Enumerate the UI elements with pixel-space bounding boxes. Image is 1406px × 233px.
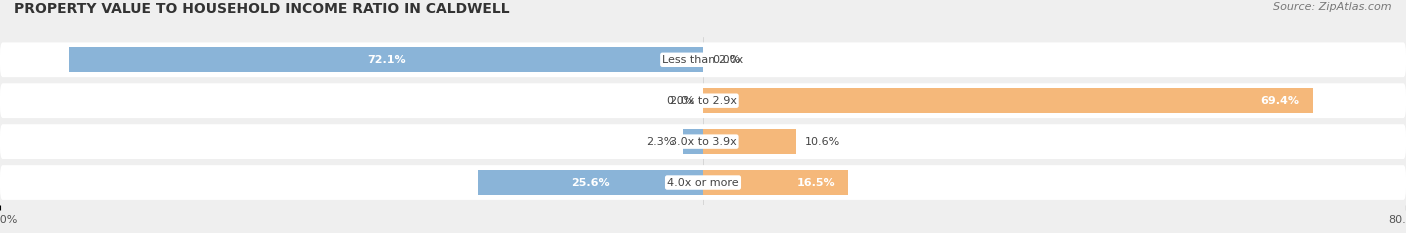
Text: 0.0%: 0.0% xyxy=(666,96,695,106)
Text: 69.4%: 69.4% xyxy=(1261,96,1299,106)
Text: 3.0x to 3.9x: 3.0x to 3.9x xyxy=(669,137,737,147)
Text: 2.3%: 2.3% xyxy=(645,137,673,147)
FancyBboxPatch shape xyxy=(0,42,1406,77)
Text: 72.1%: 72.1% xyxy=(367,55,405,65)
Text: 16.5%: 16.5% xyxy=(796,178,835,188)
Text: 0.0%: 0.0% xyxy=(711,55,740,65)
Bar xyxy=(69,47,703,72)
Bar xyxy=(703,129,796,154)
Text: Source: ZipAtlas.com: Source: ZipAtlas.com xyxy=(1274,2,1392,12)
Text: 2.0x to 2.9x: 2.0x to 2.9x xyxy=(669,96,737,106)
Bar xyxy=(703,170,848,195)
Bar xyxy=(703,88,1313,113)
Text: 10.6%: 10.6% xyxy=(804,137,841,147)
FancyBboxPatch shape xyxy=(0,165,1406,200)
Bar xyxy=(478,170,703,195)
FancyBboxPatch shape xyxy=(0,124,1406,159)
Text: 25.6%: 25.6% xyxy=(571,178,610,188)
FancyBboxPatch shape xyxy=(0,83,1406,118)
Text: Less than 2.0x: Less than 2.0x xyxy=(662,55,744,65)
Text: 4.0x or more: 4.0x or more xyxy=(668,178,738,188)
Bar xyxy=(683,129,703,154)
Text: PROPERTY VALUE TO HOUSEHOLD INCOME RATIO IN CALDWELL: PROPERTY VALUE TO HOUSEHOLD INCOME RATIO… xyxy=(14,2,510,16)
